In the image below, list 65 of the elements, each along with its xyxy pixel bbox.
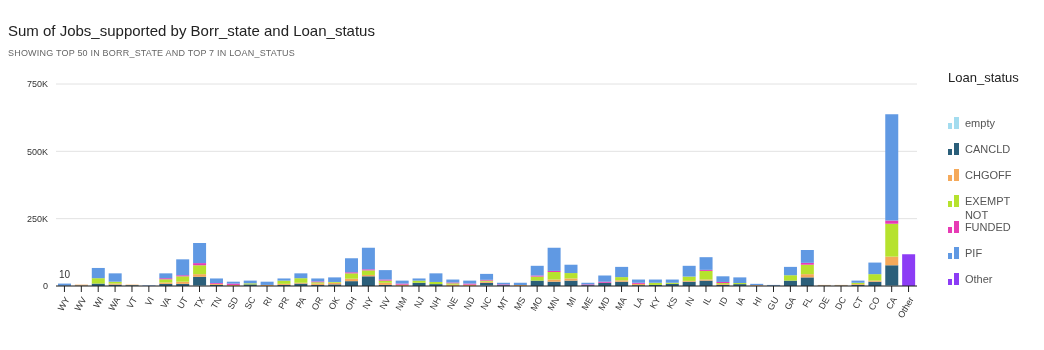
- x-tick-label: VI: [143, 295, 157, 308]
- x-tick-label: MA: [613, 295, 629, 312]
- x-tick-label: VA: [158, 295, 173, 311]
- x-tick-label: GU: [765, 295, 781, 312]
- y-tick-label: 0: [42, 281, 48, 292]
- x-tick-label: VT: [124, 294, 140, 311]
- x-tick-label: NC: [478, 294, 495, 312]
- y-tick-label: 500K: [26, 146, 48, 157]
- x-tick-label: MO: [528, 295, 545, 313]
- x-tick-label: IA: [734, 295, 747, 308]
- chart-subtitle: SHOWING TOP 50 IN BORR_STATE AND TOP 7 IN LOAN_STATUS: [8, 48, 296, 58]
- x-tick-label: ID: [716, 294, 731, 308]
- x-tick-label: NY: [360, 295, 376, 312]
- x-tick-label: NH: [427, 295, 444, 312]
- x-tick-label: KY: [647, 295, 663, 311]
- x-tick-label: HI: [750, 295, 764, 308]
- x-tick-label: IN: [683, 295, 697, 308]
- x-tick-label: MD: [596, 294, 613, 313]
- x-tick-label: WI: [91, 295, 106, 310]
- x-tick-label: MS: [512, 295, 528, 312]
- legend-label: CHGOFF: [965, 169, 1012, 181]
- y-tick-label: 250K: [26, 213, 48, 224]
- x-tick-label: DE: [816, 295, 832, 312]
- x-tick-label: WA: [106, 295, 123, 313]
- x-tick-label: IL: [700, 295, 714, 307]
- x-tick-label: TN: [208, 295, 224, 311]
- x-tick-label: CA: [884, 295, 899, 312]
- x-tick-label: TX: [192, 295, 207, 311]
- x-tick-label: MT: [495, 294, 511, 312]
- x-tick-label: ND: [461, 294, 478, 312]
- x-tick-label: OR: [309, 294, 326, 312]
- legend-title: Loan_status: [948, 70, 1020, 85]
- x-tick-label: RI: [261, 295, 275, 308]
- x-tick-label: MI: [564, 295, 579, 309]
- x-tick-label: LA: [631, 295, 646, 310]
- x-tick-label: FL: [800, 295, 815, 310]
- x-tick-label: SD: [225, 294, 241, 312]
- x-tick-label: CO: [866, 295, 883, 312]
- x-tick-label: PA: [293, 295, 309, 311]
- x-tick-label: UT: [175, 294, 191, 311]
- legend-label: EXEMPT: [965, 195, 1011, 207]
- x-tick-label: NM: [393, 295, 410, 313]
- x-tick-label: WV: [72, 295, 89, 313]
- x-tick-label: ME: [579, 295, 596, 312]
- x-tick-label: CT: [850, 294, 866, 311]
- x-tick-label: KS: [664, 295, 680, 311]
- x-tick-label: PR: [276, 294, 292, 312]
- x-tick-label: NE: [445, 295, 460, 312]
- x-tick-label: SC: [242, 294, 258, 312]
- y-tick-label: 750K: [26, 79, 48, 90]
- x-tick-label: NJ: [412, 295, 427, 310]
- x-tick-label: OK: [326, 295, 342, 312]
- legend-label: Other: [965, 273, 993, 285]
- x-tick-label: MN: [545, 295, 562, 313]
- chart-title: Sum of Jobs_supported by Borr_state and Loan_status: [8, 22, 375, 39]
- legend-label: NOT FUNDED: [964, 209, 1012, 233]
- x-tick-label: DC: [833, 294, 849, 312]
- annotation: 10: [58, 269, 71, 281]
- x-tick-label: GA: [782, 295, 798, 312]
- legend-label: empty: [965, 117, 995, 129]
- x-tick-label: NV: [377, 295, 393, 312]
- x-tick-label: WY: [55, 295, 72, 313]
- legend-label: PIF: [965, 247, 983, 259]
- x-tick-label: OH: [343, 295, 359, 312]
- legend-label: CANCLD: [965, 143, 1011, 155]
